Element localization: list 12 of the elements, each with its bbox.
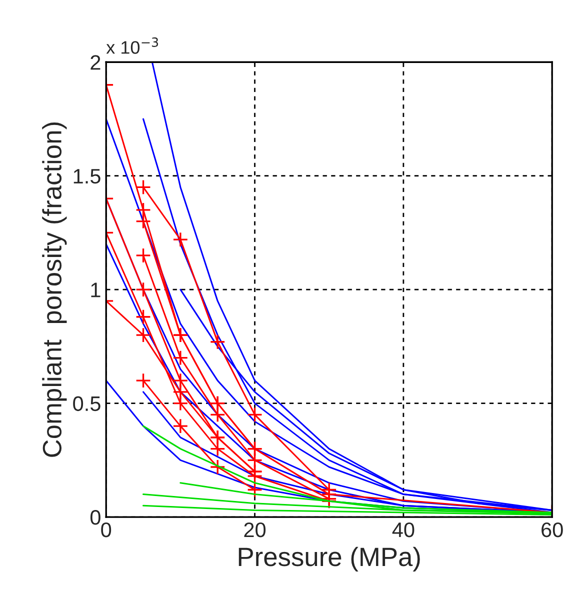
x-tick-label: 0 (101, 522, 112, 538)
x-tick-label: 40 (392, 522, 414, 538)
x-tick-label: 60 (542, 522, 563, 538)
x-axis-title: Pressure (MPa) (238, 546, 420, 572)
y-tick-label: 1.5 (74, 169, 100, 184)
y-tick-label: 0.5 (73, 396, 100, 412)
text: x 10$^{−3}$ (106, 37, 158, 54)
x-tick-label: 20 (244, 522, 266, 538)
y-axis-title: Compliant porosity (fraction) (42, 122, 67, 457)
y-tick-label: 2 (90, 55, 100, 70)
y-tick-label: 1 (91, 282, 100, 298)
y-tick-label: 0 (90, 510, 100, 525)
